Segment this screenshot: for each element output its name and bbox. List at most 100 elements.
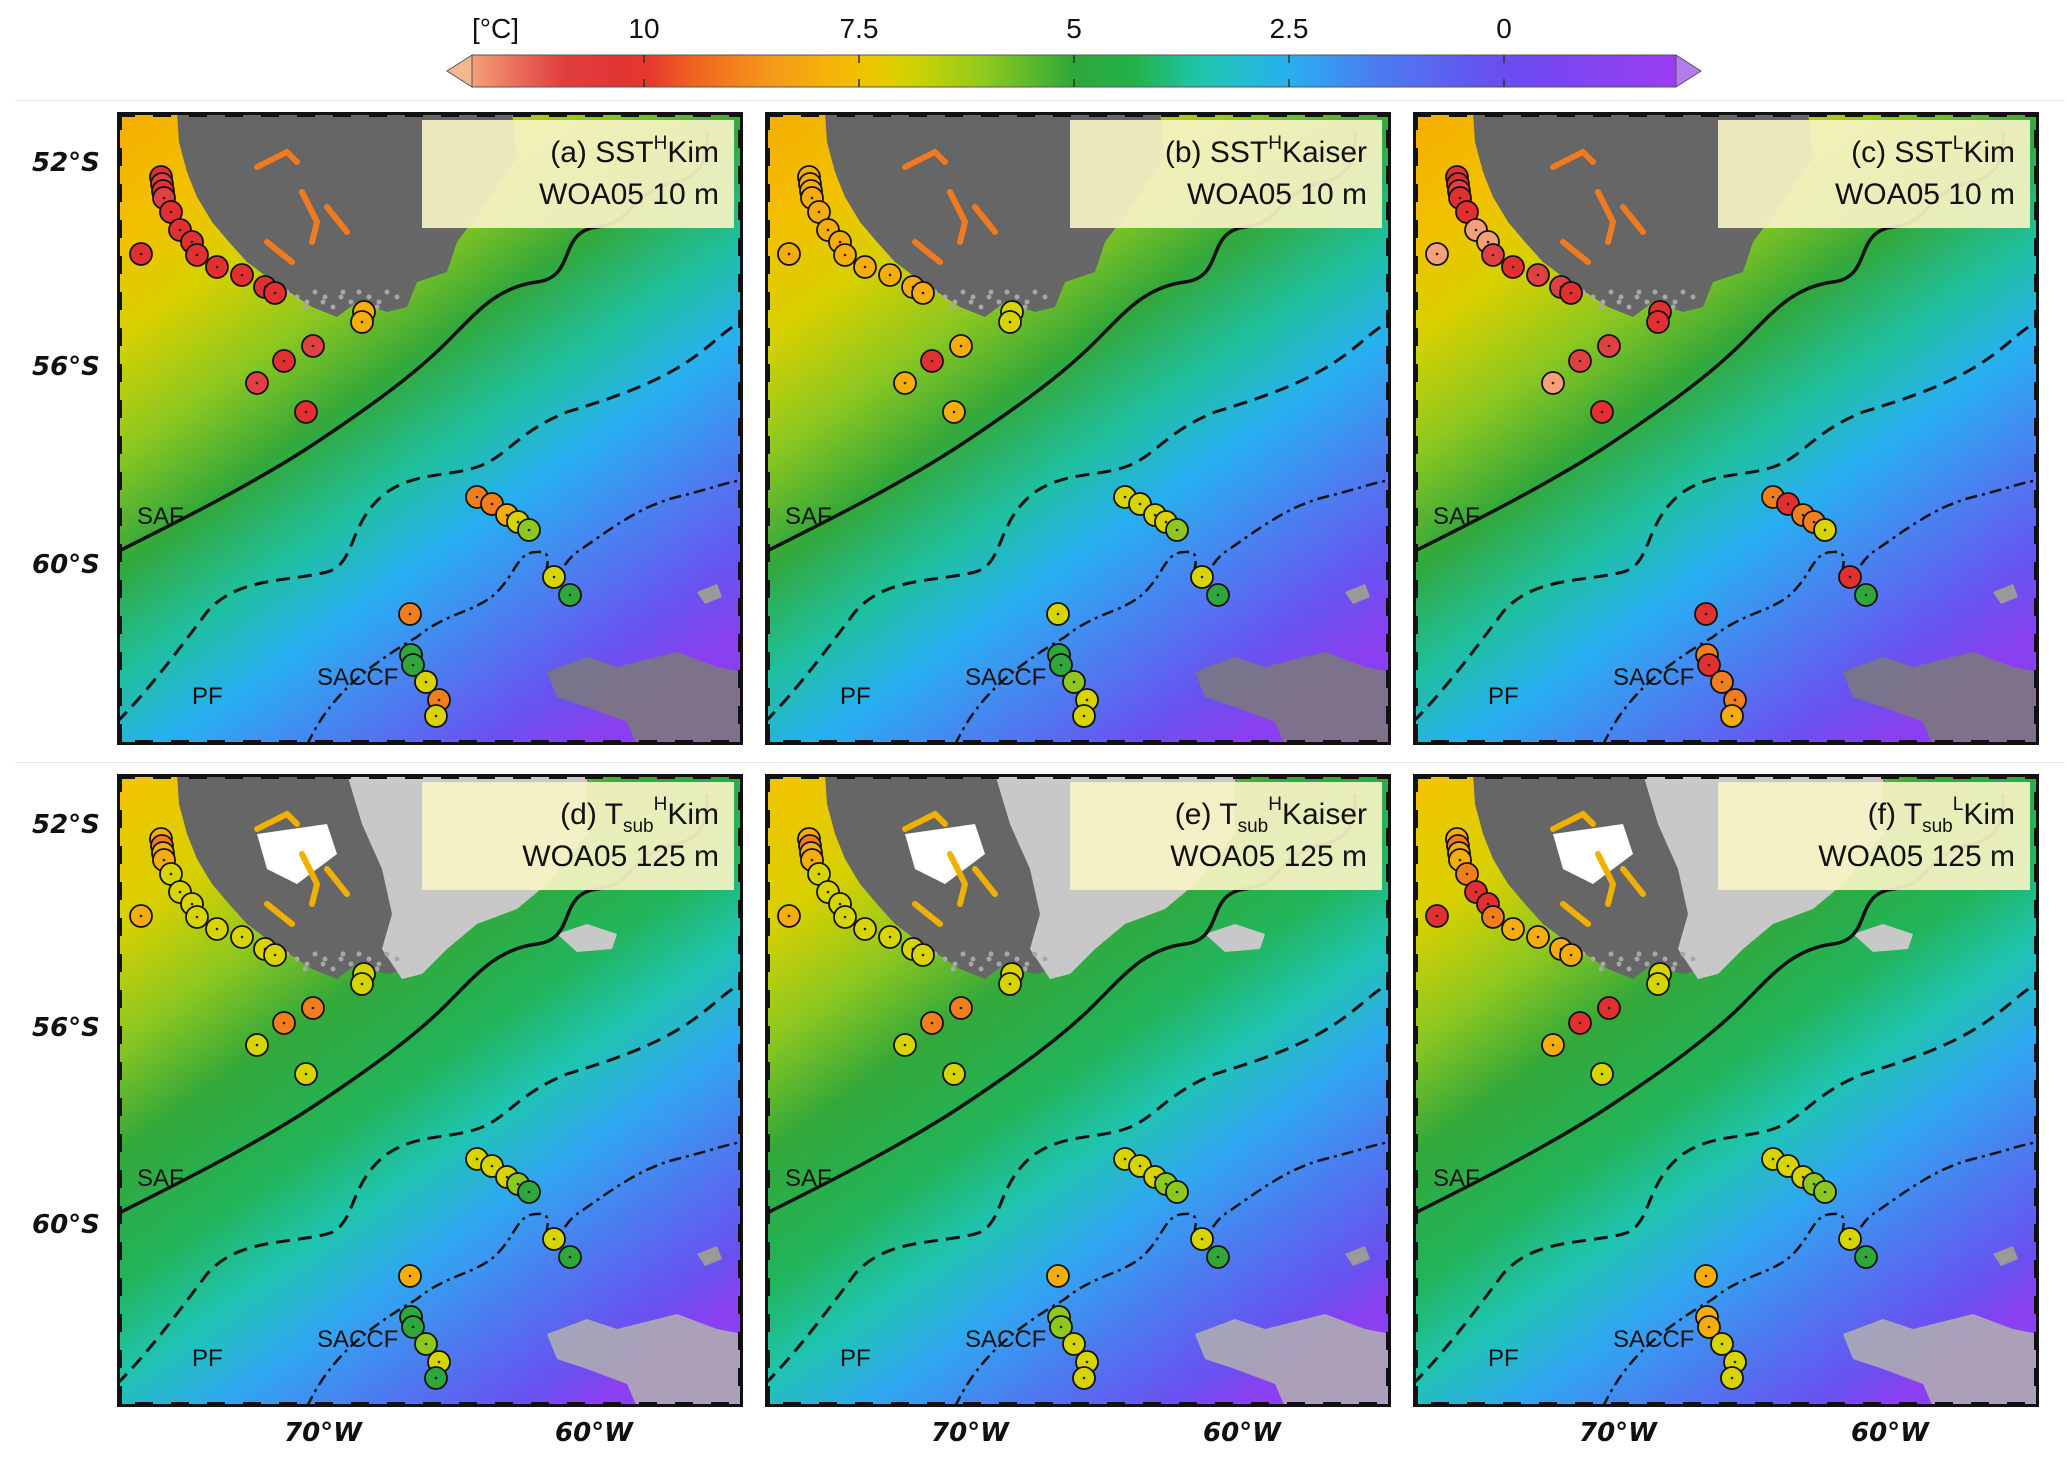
small-island [1670, 304, 1676, 310]
station-dot [838, 240, 842, 244]
front-label-pf: PF [840, 683, 871, 710]
small-island [348, 961, 354, 967]
station-dot [1704, 612, 1708, 616]
station-dot [1085, 698, 1089, 702]
colorbar-unit: [°C] [472, 13, 519, 44]
small-island [1345, 584, 1370, 604]
station-dot [424, 1342, 428, 1346]
map-svg: SAF PF SACCF (a) SSTHKim WOA05 10 m [117, 112, 743, 745]
small-island [968, 961, 974, 967]
station-dot [1864, 1255, 1868, 1259]
front-label-saf: SAF [137, 503, 184, 530]
station-dot [408, 1274, 412, 1278]
station-dot [1153, 1175, 1157, 1179]
small-island [1598, 966, 1604, 972]
small-island [1616, 299, 1622, 305]
station-dot [1465, 210, 1469, 214]
colorbar-tick-label: 5 [1066, 13, 1082, 44]
station-dot [1458, 858, 1462, 862]
panel-title-box: (a) SSTHKim WOA05 10 m [422, 120, 734, 228]
small-island [394, 956, 400, 962]
station-dot [505, 513, 509, 517]
small-island [952, 961, 958, 967]
front-label-saf: SAF [785, 503, 832, 530]
station-dot [505, 1175, 509, 1179]
station-dot [863, 265, 867, 269]
station-dot [516, 520, 520, 524]
land-antarctic-peninsula [1195, 1314, 1391, 1407]
station-dot [1569, 291, 1573, 295]
lon-label-70w: 70°W [1579, 1418, 1657, 1448]
station-dot [1216, 593, 1220, 597]
station-dot [360, 320, 364, 324]
map-frame [765, 774, 1391, 1407]
small-island [1600, 299, 1606, 305]
panel-title: (d) TsubHKim [560, 794, 719, 837]
panel-depth-label: WOA05 125 m [1818, 840, 2015, 873]
station-dot [787, 252, 791, 256]
station-dot [1823, 528, 1827, 532]
station-dot [787, 914, 791, 918]
panel-title-box: (b) SSTHKaiser WOA05 10 m [1070, 120, 1382, 228]
lat-label-56s: 56°S [32, 1013, 100, 1043]
station-dot [255, 1043, 259, 1047]
front-label-pf: PF [192, 683, 223, 710]
small-island [942, 294, 948, 300]
front-pf-line [117, 982, 743, 1386]
small-island [1662, 956, 1668, 962]
station-dot [195, 253, 199, 257]
fjord-channels [254, 148, 350, 265]
station-dot [360, 982, 364, 986]
colorbar-svg: [°C] 10 7.5 5 2.5 0 [446, 13, 1702, 88]
station-dot [411, 663, 415, 667]
station-dot [1864, 593, 1868, 597]
small-island [312, 289, 318, 295]
lat-label-56s: 56°S [32, 352, 100, 382]
station-dot [178, 890, 182, 894]
station-dot [1786, 502, 1790, 506]
small-island [304, 961, 310, 967]
small-island [996, 961, 1002, 967]
lat-label-60s: 60°S [32, 550, 100, 580]
station-dot [215, 265, 219, 269]
small-island [1672, 299, 1678, 305]
small-island [366, 294, 372, 300]
station-dot [1072, 1342, 1076, 1346]
land-antarctic-peninsula [547, 652, 743, 745]
station-dot [1056, 1274, 1060, 1278]
station-dot [1733, 698, 1737, 702]
station-dot [1216, 1255, 1220, 1259]
station-dot [304, 1072, 308, 1076]
station-dot [1511, 927, 1515, 931]
station-dot [1578, 1021, 1582, 1025]
station-dot [304, 410, 308, 414]
station-dot [1823, 1190, 1827, 1194]
small-island [1022, 966, 1028, 972]
map-frame [117, 774, 743, 1407]
panel-title: (b) SSTHKaiser [1165, 133, 1367, 169]
small-island [1032, 289, 1038, 295]
small-island [348, 299, 354, 305]
station-dot [930, 1021, 934, 1025]
front-saccf-line [1601, 478, 2039, 745]
lat-label-52s: 52°S [32, 810, 100, 840]
front-label-saf: SAF [137, 1165, 184, 1192]
station-dot [810, 196, 814, 200]
lon-label-60w: 60°W [1851, 1418, 1929, 1448]
station-dot [1720, 680, 1724, 684]
station-dot [282, 359, 286, 363]
front-saccf-line [1601, 1140, 2039, 1407]
station-dot [888, 273, 892, 277]
station-dot [1458, 196, 1462, 200]
station-dot [1153, 513, 1157, 517]
station-dot [1536, 273, 1540, 277]
land-antarctic-peninsula [1195, 652, 1391, 745]
small-island [384, 289, 390, 295]
station-dot [1707, 663, 1711, 667]
station-dot [527, 528, 531, 532]
station-dot [1511, 265, 1515, 269]
map-frame [1413, 774, 2039, 1407]
panel-title-box: (c) SSTLKim WOA05 10 m [1718, 120, 2030, 228]
small-island [312, 951, 318, 957]
